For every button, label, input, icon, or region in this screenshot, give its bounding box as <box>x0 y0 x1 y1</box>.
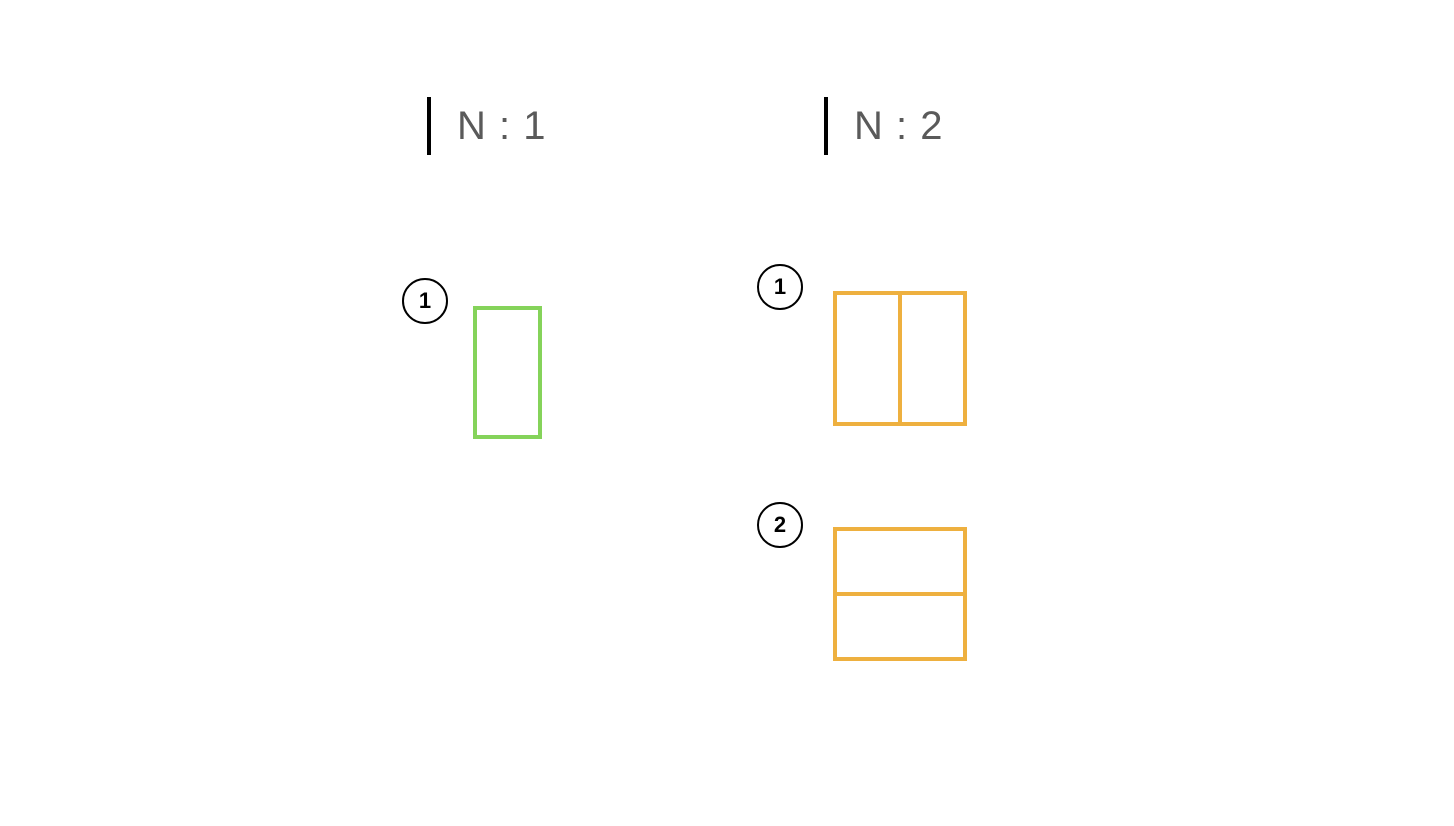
heading-n1-text: N : 1 <box>457 104 547 148</box>
heading-n1: N : 1 <box>427 97 546 155</box>
layout-n2-2-horizontal-split <box>833 527 967 661</box>
horizontal-divider <box>837 592 963 596</box>
layout-badge-n2-2: 2 <box>757 502 803 548</box>
layout-n1-1-single-pane <box>473 306 542 439</box>
layout-n2-1-vertical-split <box>833 291 967 426</box>
heading-bar <box>427 97 431 155</box>
vertical-divider <box>898 295 902 422</box>
layout-badge-n1-1: 1 <box>402 278 448 324</box>
heading-bar <box>824 97 828 155</box>
heading-n2-text: N : 2 <box>854 104 944 148</box>
heading-n2: N : 2 <box>824 97 943 155</box>
layout-badge-n2-1: 1 <box>757 264 803 310</box>
